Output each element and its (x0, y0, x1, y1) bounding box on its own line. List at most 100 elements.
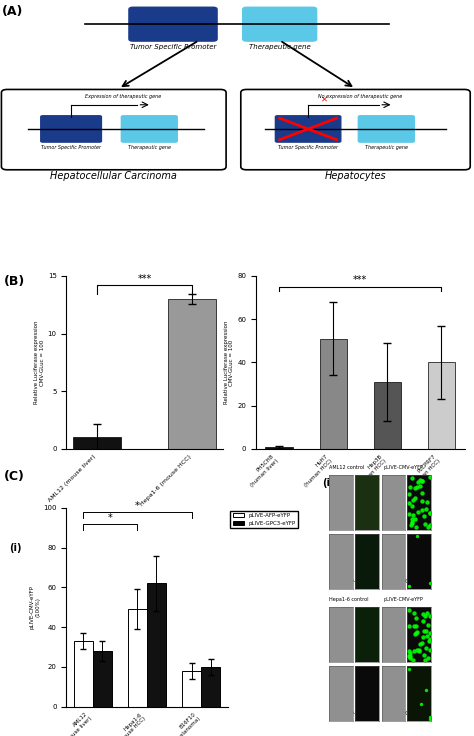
Point (424, 619, 432, 631)
Point (405, 509, 413, 520)
Text: *: * (108, 513, 113, 523)
Point (405, 651, 412, 662)
Point (408, 500, 415, 512)
Text: ***: *** (353, 275, 367, 285)
Point (409, 514, 416, 526)
Point (406, 647, 414, 659)
Text: AML12 control: AML12 control (329, 465, 365, 470)
Point (405, 662, 412, 674)
Text: (C): (C) (4, 470, 25, 483)
Text: pLIVE-CMV-eYFP: pLIVE-CMV-eYFP (383, 598, 423, 602)
Point (418, 505, 425, 517)
Point (422, 503, 430, 514)
Point (406, 652, 414, 664)
Point (411, 483, 419, 495)
Point (418, 475, 426, 486)
Text: (A): (A) (2, 5, 24, 18)
Point (423, 496, 431, 508)
Bar (201, 667, 220, 707)
Text: pLIVE-AFP-eYFP: pLIVE-AFP-eYFP (329, 712, 367, 716)
Bar (168, 299, 216, 449)
Point (427, 507, 434, 519)
Point (426, 507, 434, 519)
Point (406, 620, 413, 632)
Y-axis label: pLIVE-CMV-eYFP
(100%): pLIVE-CMV-eYFP (100%) (29, 585, 40, 629)
Text: No expression of therapeutic gene: No expression of therapeutic gene (318, 94, 402, 99)
Point (427, 577, 434, 589)
Bar (73, 641, 93, 707)
Point (413, 626, 420, 638)
Point (420, 649, 428, 661)
FancyBboxPatch shape (41, 116, 101, 142)
Point (423, 607, 431, 619)
Point (420, 625, 428, 637)
Text: Hepa1-6 control: Hepa1-6 control (329, 598, 369, 602)
Point (412, 627, 419, 639)
Point (412, 612, 419, 623)
Text: Therapeutic gene: Therapeutic gene (365, 145, 408, 150)
Bar (428, 363, 455, 449)
Bar (93, 651, 112, 707)
Point (411, 628, 419, 640)
Point (426, 610, 434, 622)
Text: (ii): (ii) (322, 478, 338, 488)
Point (409, 473, 416, 484)
FancyBboxPatch shape (275, 116, 341, 142)
Bar (73, 437, 121, 449)
FancyBboxPatch shape (1, 90, 226, 170)
Point (414, 476, 422, 488)
Text: ***: *** (137, 274, 152, 284)
Point (410, 645, 418, 657)
Point (419, 631, 427, 643)
Point (415, 506, 422, 518)
Text: Therapeutic gene: Therapeutic gene (249, 44, 310, 51)
Point (410, 654, 417, 665)
Text: Tumor Specific Promoter: Tumor Specific Promoter (278, 145, 338, 150)
FancyBboxPatch shape (243, 7, 317, 41)
Legend: pLIVE-AFP-eYFP, pLIVE-GPC3-eYFP: pLIVE-AFP-eYFP, pLIVE-GPC3-eYFP (230, 511, 298, 528)
Point (405, 650, 413, 662)
Text: Tumor Specific Promoter: Tumor Specific Promoter (130, 44, 216, 51)
Text: (B): (B) (4, 275, 25, 288)
FancyBboxPatch shape (241, 90, 470, 170)
Point (422, 625, 429, 637)
FancyBboxPatch shape (121, 116, 177, 142)
Text: Hepatocellular Carcinoma: Hepatocellular Carcinoma (50, 171, 177, 180)
Point (412, 620, 420, 632)
Point (411, 492, 419, 503)
Bar (128, 609, 147, 707)
Point (413, 521, 420, 533)
Point (422, 643, 430, 654)
Point (409, 509, 417, 521)
Point (419, 608, 427, 620)
Point (424, 652, 431, 664)
Point (413, 644, 420, 656)
Text: pLIVE-AFP-eYFP: pLIVE-AFP-eYFP (329, 579, 367, 584)
Point (424, 522, 432, 534)
Text: Hepatocytes: Hepatocytes (325, 171, 386, 180)
Point (406, 498, 413, 509)
Point (421, 610, 429, 622)
Point (411, 513, 419, 525)
Point (427, 711, 434, 723)
Text: Tumor Specific Promoter: Tumor Specific Promoter (41, 145, 101, 150)
Bar (182, 670, 201, 707)
Point (405, 581, 412, 592)
Point (405, 489, 412, 500)
Point (423, 631, 430, 643)
Bar (374, 382, 401, 449)
Point (416, 638, 424, 650)
Point (418, 487, 426, 499)
Text: pLIVE-CMV-eYFP: pLIVE-CMV-eYFP (383, 465, 423, 470)
Point (410, 620, 418, 631)
Point (425, 636, 433, 648)
Text: pLIVE-GPC3-eYFP: pLIVE-GPC3-eYFP (383, 579, 426, 584)
Point (416, 474, 424, 486)
Text: Therapeutic gene: Therapeutic gene (128, 145, 171, 150)
Point (409, 495, 417, 506)
Y-axis label: Relative Luciferase expression
CMV-GLuc = 100: Relative Luciferase expression CMV-GLuc … (34, 321, 45, 404)
Point (426, 520, 434, 531)
FancyBboxPatch shape (129, 7, 217, 41)
Point (419, 615, 427, 627)
Point (406, 481, 413, 493)
